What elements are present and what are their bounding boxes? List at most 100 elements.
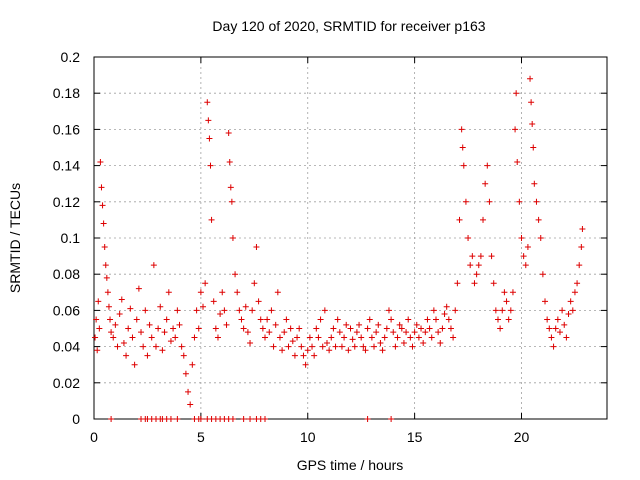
- data-point: [144, 352, 151, 359]
- data-point: [102, 262, 109, 269]
- data-point: [385, 307, 392, 314]
- data-point: [319, 343, 326, 350]
- data-point: [503, 298, 510, 305]
- data-point: [212, 325, 219, 332]
- x-tick-label: 20: [514, 429, 530, 445]
- data-point: [494, 316, 501, 323]
- data-point: [161, 329, 168, 336]
- data-point: [202, 280, 209, 287]
- data-point: [270, 343, 277, 350]
- data-point: [268, 307, 275, 314]
- data-point: [259, 325, 266, 332]
- data-point: [118, 296, 125, 303]
- data-point: [110, 334, 117, 341]
- data-point: [108, 329, 115, 336]
- data-point: [480, 216, 487, 223]
- data-point: [298, 343, 305, 350]
- data-point: [200, 303, 207, 310]
- data-point: [336, 329, 343, 336]
- data-point: [330, 325, 337, 332]
- data-point: [394, 334, 401, 341]
- data-point: [247, 416, 254, 422]
- data-point: [135, 285, 142, 292]
- data-point: [409, 343, 416, 350]
- data-point: [373, 329, 380, 336]
- data-point: [328, 334, 335, 341]
- data-point: [210, 298, 217, 305]
- data-point: [405, 316, 412, 323]
- x-tick-label: 15: [407, 429, 423, 445]
- data-point: [364, 416, 371, 422]
- y-tick-label: 0.2: [61, 49, 81, 65]
- data-point: [306, 334, 313, 341]
- data-point: [486, 198, 493, 205]
- y-tick-label: 0.02: [53, 375, 80, 391]
- data-point: [287, 325, 294, 332]
- data-point: [266, 329, 273, 336]
- data-point: [488, 253, 495, 260]
- data-point: [300, 352, 307, 359]
- data-point: [443, 303, 450, 310]
- data-point: [467, 262, 474, 269]
- data-point: [317, 316, 324, 323]
- data-point: [172, 334, 179, 341]
- data-point: [576, 262, 583, 269]
- data-point: [471, 280, 478, 287]
- data-point: [112, 321, 119, 328]
- data-point: [356, 321, 363, 328]
- data-point: [206, 135, 213, 142]
- data-point: [217, 311, 224, 318]
- data-point: [477, 253, 484, 260]
- data-point: [530, 144, 537, 151]
- axis-ticks: 0 5 10 15 20 0 0.02 0.04 0.06 0.08 0.1 0.12 0.14 0.16…: [53, 49, 607, 445]
- data-point: [180, 352, 187, 359]
- data-point: [556, 329, 563, 336]
- data-point: [509, 289, 516, 296]
- data-point: [238, 316, 245, 323]
- data-point: [441, 311, 448, 318]
- data-point: [311, 352, 318, 359]
- data-point: [309, 343, 316, 350]
- data-point: [125, 325, 132, 332]
- data-point: [291, 352, 298, 359]
- data-point: [174, 307, 181, 314]
- data-point: [456, 216, 463, 223]
- chart-title: Day 120 of 2020, SRMTID for receiver p16…: [212, 18, 485, 34]
- data-point: [351, 343, 358, 350]
- data-point: [304, 347, 311, 354]
- data-point: [167, 338, 174, 345]
- data-point: [114, 343, 121, 350]
- data-point: [208, 216, 215, 223]
- data-point: [398, 325, 405, 332]
- data-point: [422, 329, 429, 336]
- data-point: [94, 347, 101, 354]
- data-point: [313, 325, 320, 332]
- data-point: [439, 325, 446, 332]
- data-point: [341, 334, 348, 341]
- data-point: [283, 316, 290, 323]
- data-point: [120, 339, 127, 346]
- data-point: [567, 298, 574, 305]
- data-point: [482, 180, 489, 187]
- data-point: [418, 325, 425, 332]
- data-point: [542, 298, 549, 305]
- data-point: [537, 235, 544, 241]
- data-point: [437, 339, 444, 346]
- y-tick-label: 0.1: [61, 230, 81, 246]
- data-point: [396, 321, 403, 328]
- data-point: [465, 235, 472, 241]
- x-axis-label: GPS time / hours: [297, 457, 404, 473]
- data-point: [353, 329, 360, 336]
- data-point: [360, 343, 367, 350]
- data-point: [214, 334, 221, 341]
- data-point: [574, 280, 581, 287]
- data-point: [247, 339, 254, 346]
- x-tick-label: 10: [300, 429, 316, 445]
- y-tick-label: 0.12: [53, 194, 80, 210]
- data-point: [229, 416, 236, 422]
- data-point: [548, 334, 555, 341]
- data-point: [554, 316, 561, 323]
- data-point: [501, 289, 508, 296]
- data-point: [138, 329, 145, 336]
- data-point: [411, 329, 418, 336]
